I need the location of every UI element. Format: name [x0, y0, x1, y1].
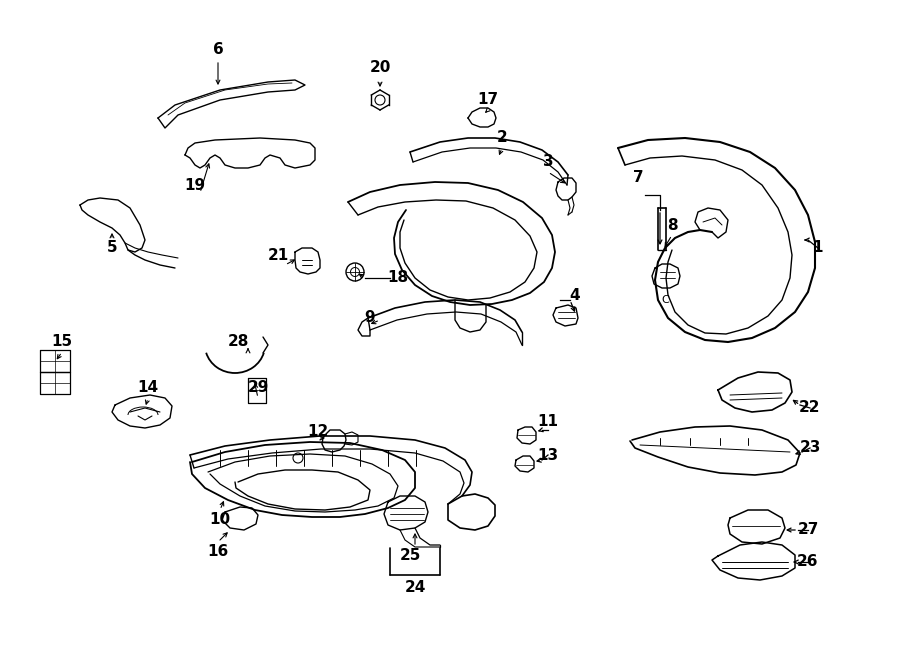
Text: 22: 22 [799, 401, 821, 416]
Text: 5: 5 [107, 241, 117, 256]
Text: 17: 17 [477, 93, 499, 108]
Text: 28: 28 [228, 334, 248, 350]
Text: 20: 20 [369, 61, 391, 75]
Text: 29: 29 [248, 381, 269, 395]
Text: 8: 8 [667, 217, 678, 233]
Text: 1: 1 [813, 241, 824, 256]
Text: 16: 16 [207, 545, 229, 559]
Text: 6: 6 [212, 42, 223, 58]
Text: 12: 12 [308, 424, 328, 440]
Text: 15: 15 [51, 334, 73, 350]
Text: 21: 21 [267, 247, 289, 262]
Text: 14: 14 [138, 381, 158, 395]
Text: 10: 10 [210, 512, 230, 527]
Text: 18: 18 [387, 270, 409, 286]
Text: 26: 26 [797, 555, 819, 570]
Text: 19: 19 [184, 178, 205, 192]
Text: 9: 9 [364, 311, 375, 325]
Text: 11: 11 [537, 414, 559, 430]
Text: C: C [662, 295, 669, 305]
Text: 7: 7 [633, 171, 643, 186]
Text: 13: 13 [537, 447, 559, 463]
Text: 3: 3 [543, 155, 553, 169]
Text: 23: 23 [799, 440, 821, 455]
Text: 25: 25 [400, 547, 420, 563]
Text: 24: 24 [404, 580, 426, 596]
Text: 2: 2 [497, 130, 508, 145]
Text: 27: 27 [797, 522, 819, 537]
Text: 4: 4 [570, 288, 580, 303]
